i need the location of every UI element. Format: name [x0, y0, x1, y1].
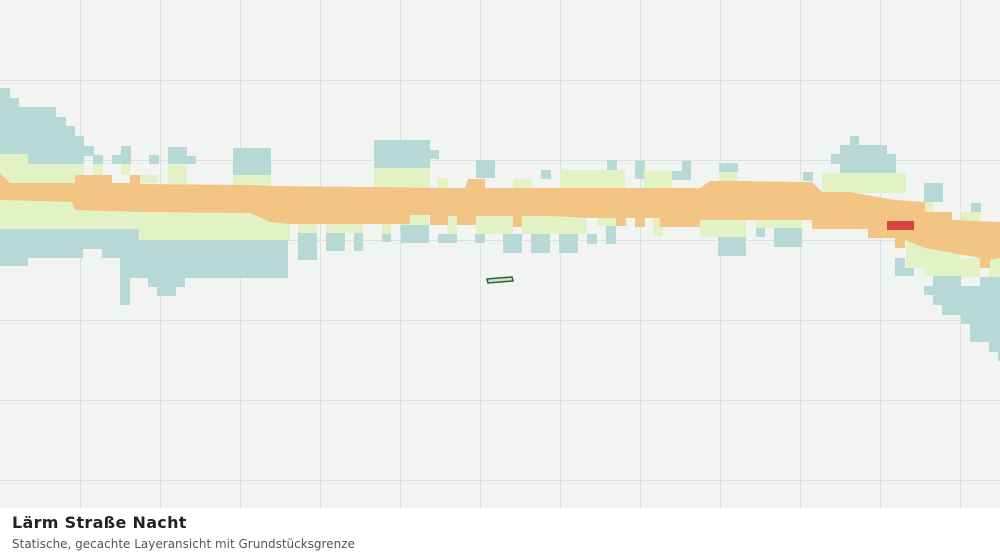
map-title: Lärm Straße Nacht — [12, 513, 187, 532]
noise-zone-high — [0, 173, 1000, 268]
caption-panel: Lärm Straße Nacht Statische, gecachte La… — [0, 508, 1000, 560]
map — [0, 0, 1000, 508]
noise-zone-medium — [0, 154, 1000, 277]
map-subtitle: Statische, gecachte Layeransicht mit Gru… — [12, 537, 355, 551]
parcel-boundary — [486, 276, 514, 284]
tile-grid — [0, 0, 1000, 508]
noise-zone-very-high — [887, 221, 914, 230]
noise-zone-low — [0, 88, 1000, 361]
